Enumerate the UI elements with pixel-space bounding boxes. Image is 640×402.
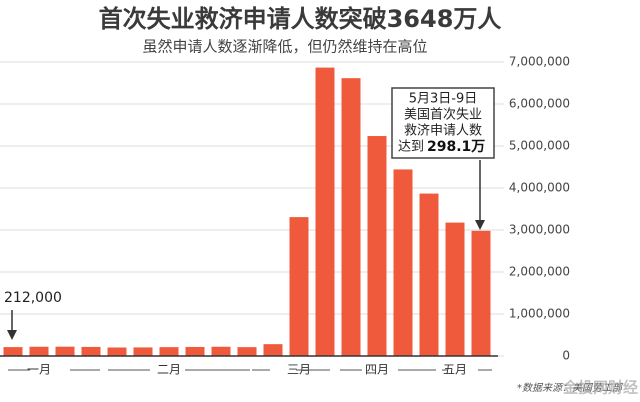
y-tick-label: 3,000,000 xyxy=(509,223,570,237)
bar xyxy=(3,347,23,356)
y-tick-label: 5,000,000 xyxy=(509,139,570,153)
chart-subtitle: 虽然申请人数逐渐降低，但仍然维持在高位 xyxy=(142,38,427,56)
bar xyxy=(393,169,413,356)
y-tick-label: 7,000,000 xyxy=(509,55,570,69)
callout-text: 救济申请人数 xyxy=(404,123,482,139)
bar xyxy=(159,347,179,356)
bar xyxy=(107,347,127,356)
source: *数据来源：美国劳工部 xyxy=(517,382,624,394)
value-label: 212,000 xyxy=(4,290,62,306)
callout-highlight: 298.1万 xyxy=(427,139,485,155)
callout-arrowhead xyxy=(475,220,485,230)
bar xyxy=(315,67,335,356)
y-tick-label: 1,000,000 xyxy=(509,307,570,321)
callout-text: 美国首次失业 xyxy=(404,107,482,123)
bar xyxy=(341,78,361,357)
bar xyxy=(133,347,153,356)
y-tick-label: 4,000,000 xyxy=(509,181,570,195)
x-tick-label: 二月 xyxy=(157,363,181,377)
bar xyxy=(445,222,465,356)
bar xyxy=(471,230,491,356)
x-tick-label: 四月 xyxy=(365,363,389,377)
bar xyxy=(419,193,439,356)
callout-text: 达到 xyxy=(398,140,424,155)
y-tick-label: 0 xyxy=(562,349,570,363)
bar xyxy=(211,346,231,356)
x-tick-label: 一月 xyxy=(27,363,51,377)
bar xyxy=(29,346,49,356)
callout-text: 5月3日-9日 xyxy=(409,92,478,107)
bar xyxy=(55,346,75,356)
bar xyxy=(289,217,309,356)
chart-title: 首次失业救济申请人数突破3648万人 xyxy=(99,5,502,33)
bar xyxy=(185,346,205,356)
label-arrowhead xyxy=(7,330,17,340)
bar xyxy=(367,136,387,356)
plot: 0 1,000,000 2,000,000 3,000,000 4,000,000 5,0… xyxy=(0,55,570,377)
y-tick-label: 6,000,000 xyxy=(509,97,570,111)
watermark: 金投网财经 xyxy=(562,379,638,397)
bar xyxy=(237,347,257,356)
callout-box xyxy=(391,87,495,159)
bar xyxy=(81,346,101,356)
x-tick-label: 五月 xyxy=(443,363,467,377)
bar xyxy=(263,344,283,356)
y-tick-label: 2,000,000 xyxy=(509,265,570,279)
